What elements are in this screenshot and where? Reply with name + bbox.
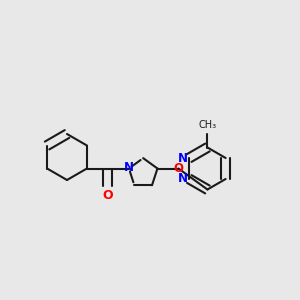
Text: O: O bbox=[173, 162, 184, 175]
Text: CH₃: CH₃ bbox=[198, 121, 217, 130]
Text: N: N bbox=[178, 152, 188, 164]
Text: O: O bbox=[103, 189, 113, 202]
Text: N: N bbox=[124, 161, 134, 174]
Text: N: N bbox=[178, 172, 188, 185]
